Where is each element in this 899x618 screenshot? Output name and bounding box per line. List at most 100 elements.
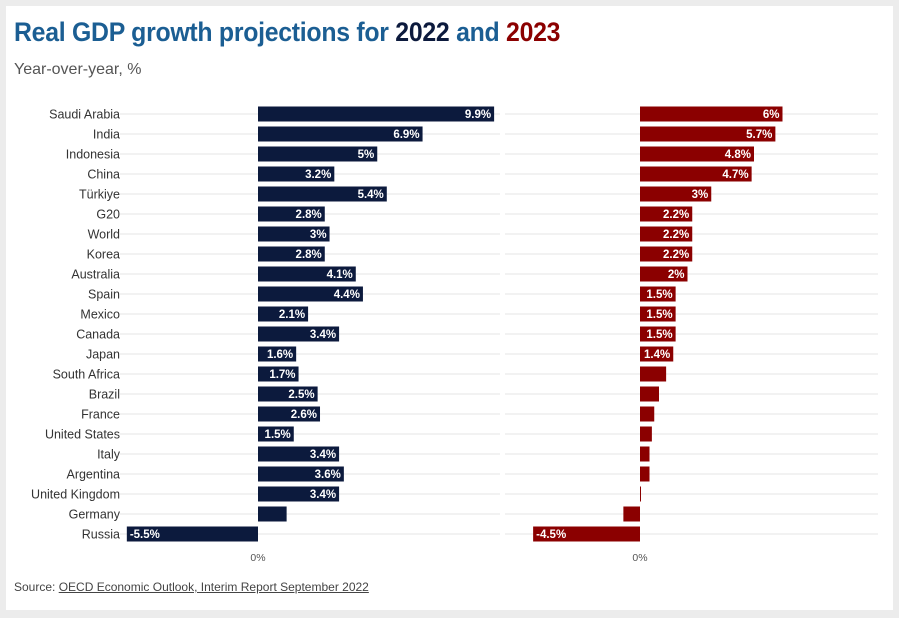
category-label: Türkiye: [79, 188, 120, 202]
category-label: Russia: [82, 528, 120, 542]
bar-2023: [640, 386, 659, 402]
data-label-2023: 3%: [692, 189, 709, 201]
bar-2023: [640, 466, 650, 482]
data-label-2022: 3.4%: [310, 449, 336, 461]
source-note: Source: OECD Economic Outlook, Interim R…: [14, 580, 369, 594]
bar-2023: [640, 326, 676, 342]
data-label-2023: 6%: [763, 109, 780, 121]
data-label-2023: 1.4%: [644, 349, 670, 361]
bar-2023: [640, 406, 655, 422]
zero-tick-label-2022: 0%: [250, 552, 265, 564]
data-label-2023: 5.7%: [746, 129, 772, 141]
category-label: Canada: [76, 328, 120, 342]
data-label-2022: 2.8%: [296, 249, 322, 261]
category-label: Saudi Arabia: [49, 108, 120, 122]
bar-2022: [258, 466, 344, 482]
bar-2022: [258, 386, 318, 402]
category-label: Korea: [87, 248, 120, 262]
bar-2022: [258, 306, 309, 322]
bar-2022: [258, 246, 325, 262]
data-label-2022: 9.9%: [465, 109, 491, 121]
zero-tick-label-2023: 0%: [632, 552, 647, 564]
bar-2023: [640, 106, 783, 122]
category-label: South Africa: [53, 368, 120, 382]
data-label-2022: 4.1%: [327, 269, 353, 281]
bar-2022: [258, 106, 495, 122]
data-label-2022: 1.7%: [269, 369, 295, 381]
bar-2022: [258, 446, 340, 462]
data-label-2023: 4.7%: [722, 169, 748, 181]
title-year-2023: 2023: [506, 17, 561, 47]
data-label-2023: -4.5%: [536, 529, 566, 541]
bar-2022: [258, 266, 356, 282]
data-label-2023: 2.2%: [663, 249, 689, 261]
chart-title: Real GDP growth projections for 2022 and…: [14, 17, 560, 48]
category-label: G20: [96, 208, 120, 222]
data-label-2023: 2%: [668, 269, 685, 281]
bar-2022: [258, 146, 378, 162]
data-label-2022: 3%: [310, 229, 327, 241]
category-label: Argentina: [66, 468, 120, 482]
data-label-2022: 2.8%: [296, 209, 322, 221]
bar-2023: [640, 206, 693, 222]
bar-2022: [258, 486, 340, 502]
bar-2023: [640, 146, 754, 162]
bar-2022: [258, 326, 340, 342]
data-label-2023: 2.2%: [663, 229, 689, 241]
data-label-2023: 1.5%: [646, 289, 672, 301]
bar-2022: [258, 406, 321, 422]
data-label-2022: 3.2%: [305, 169, 331, 181]
bar-2023: [640, 346, 674, 362]
data-label-2022: 1.6%: [267, 349, 293, 361]
bar-2023: [640, 286, 676, 302]
bar-2023: [640, 126, 776, 142]
bar-2022: [258, 206, 325, 222]
bar-2022: [258, 366, 299, 382]
bar-2022: [258, 226, 330, 242]
data-label-2022: 2.5%: [288, 389, 314, 401]
bar-2023: [640, 186, 712, 202]
data-label-2023: 2.2%: [663, 209, 689, 221]
bar-2023: [640, 166, 752, 182]
category-label: United Kingdom: [31, 488, 120, 502]
category-label: Brazil: [89, 388, 120, 402]
bar-2023: [623, 506, 640, 522]
data-label-2023: 4.8%: [725, 149, 751, 161]
category-label: Indonesia: [66, 148, 120, 162]
data-label-2022: 3.6%: [315, 469, 341, 481]
data-label-2022: 5%: [358, 149, 375, 161]
bar-2023: [640, 486, 641, 502]
data-label-2022: 3.4%: [310, 489, 336, 501]
source-label: Source:: [14, 580, 59, 594]
category-label: Italy: [97, 448, 121, 462]
category-label: France: [81, 408, 120, 422]
data-label-2022: 1.5%: [265, 429, 291, 441]
data-label-2022: 6.9%: [393, 129, 419, 141]
bar-2023: [640, 246, 693, 262]
bar-2023: [533, 526, 640, 542]
data-label-2022: 4.4%: [334, 289, 360, 301]
category-label: Australia: [71, 268, 120, 282]
bar-2023: [640, 366, 667, 382]
title-year-2022: 2022: [395, 17, 450, 47]
data-label-2022: 2.6%: [291, 409, 317, 421]
category-label: United States: [45, 428, 120, 442]
bar-2023: [640, 446, 650, 462]
title-prefix: Real GDP growth projections for: [14, 17, 396, 47]
bar-2022: [258, 126, 423, 142]
category-label: Mexico: [80, 308, 120, 322]
bar-2022: [258, 506, 287, 522]
bar-2022: [258, 346, 297, 362]
category-label: Japan: [86, 348, 120, 362]
chart-subtitle: Year-over-year, %: [14, 61, 142, 78]
title-conjunction: and: [449, 17, 507, 47]
category-label: China: [87, 168, 120, 182]
category-label: World: [88, 228, 120, 242]
bar-2023: [640, 266, 688, 282]
bar-2023: [640, 306, 676, 322]
data-label-2023: 1.5%: [646, 329, 672, 341]
data-label-2022: 5.4%: [358, 189, 384, 201]
bar-2022: [258, 166, 335, 182]
source-link[interactable]: OECD Economic Outlook, Interim Report Se…: [58, 580, 369, 594]
bar-2023: [640, 426, 652, 442]
